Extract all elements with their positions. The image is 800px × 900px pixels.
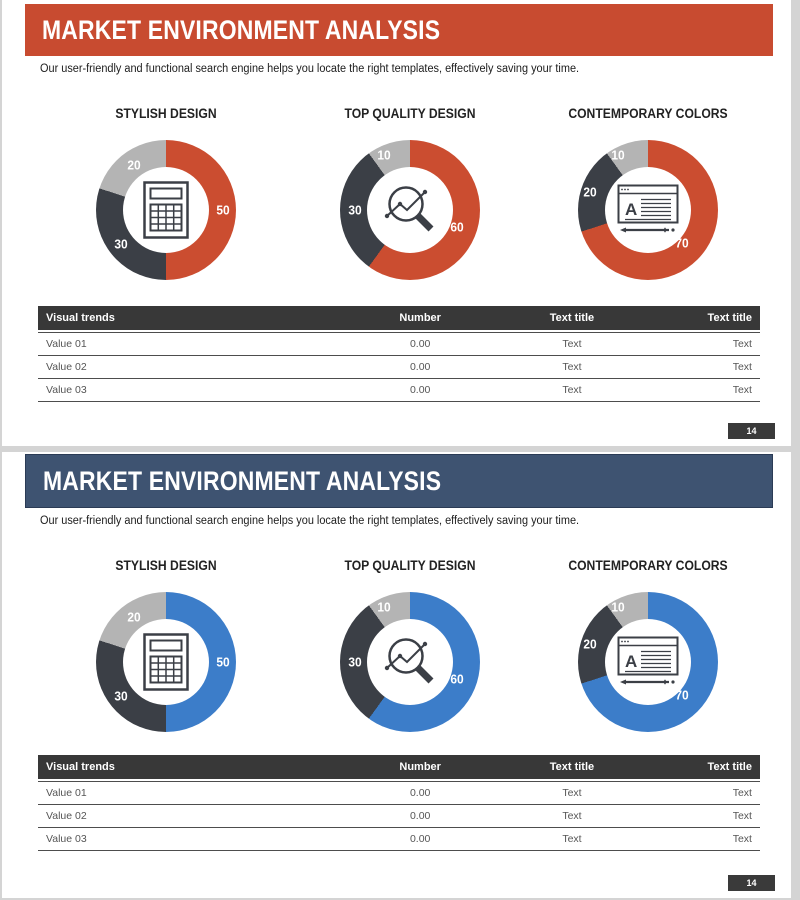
- table-cell: 0.00: [409, 810, 431, 822]
- chart-title: CONTEMPORARY COLORS: [568, 106, 728, 121]
- donut-ring: 60 30 10: [340, 592, 480, 732]
- chart-title: STYLISH DESIGN: [115, 106, 217, 121]
- table-cell: Text: [732, 384, 752, 396]
- table-header-cell: Text title: [707, 761, 752, 773]
- header-band: MARKET ENVIRONMENT ANALYSIS: [25, 4, 773, 56]
- svg-text:A: A: [625, 652, 637, 671]
- table-cell: Text: [732, 810, 752, 822]
- segment-label: 30: [348, 202, 362, 218]
- table-row: Value 01 0.00 Text Text: [38, 332, 760, 355]
- magnifier-chart-icon: [340, 140, 480, 280]
- segment-label: 20: [583, 184, 597, 200]
- table-header-cell: Text title: [549, 312, 595, 324]
- donut-ring: A 70 20 10: [578, 140, 718, 280]
- chart-title: STYLISH DESIGN: [115, 558, 217, 573]
- table-cell: Text: [562, 361, 582, 373]
- page-number-badge: 14: [728, 423, 775, 439]
- table-cell: Text: [562, 384, 582, 396]
- table-body: Value 01 0.00 Text Text Value 02 0.00 Te…: [38, 332, 760, 402]
- donut-chart-contemporary-colors: CONTEMPORARY COLORS A 70 20 10: [548, 558, 748, 732]
- segment-label: 30: [114, 236, 128, 252]
- table-cell: Text: [732, 338, 752, 350]
- segment-label: 10: [611, 599, 625, 615]
- table-cell: Value 01: [46, 338, 87, 350]
- segment-label: 70: [675, 235, 689, 251]
- table-header-row: Visual trends Number Text title Text tit…: [38, 306, 760, 330]
- table-header-cell: Number: [399, 761, 441, 773]
- donut-ring: 60 30 10: [340, 140, 480, 280]
- segment-label: 30: [348, 654, 362, 670]
- donut-ring: 50 30 20: [96, 592, 236, 732]
- table-cell: 0.00: [409, 338, 431, 350]
- table-cell: Text: [732, 833, 752, 845]
- donut-ring: A 70 20 10: [578, 592, 718, 732]
- segment-label: 20: [127, 157, 141, 173]
- chart-title: CONTEMPORARY COLORS: [568, 558, 728, 573]
- donut-chart-stylish-design: STYLISH DESIGN 50 30 20: [66, 558, 266, 732]
- svg-text:A: A: [625, 200, 637, 219]
- table-cell: Value 03: [46, 384, 87, 396]
- subtitle-text: Our user-friendly and functional search …: [40, 515, 580, 527]
- magnifier-chart-icon: [340, 592, 480, 732]
- table-row: Value 02 0.00 Text Text: [38, 355, 760, 378]
- table-cell: Text: [562, 833, 582, 845]
- segment-label: 20: [127, 609, 141, 625]
- data-table: Visual trends Number Text title Text tit…: [38, 306, 760, 402]
- slide-preview-blue[interactable]: MARKET ENVIRONMENT ANALYSIS Our user-fri…: [2, 452, 791, 898]
- table-header-row: Visual trends Number Text title Text tit…: [38, 755, 760, 779]
- donut-chart-stylish-design: STYLISH DESIGN 50 30 20: [66, 106, 266, 280]
- table-cell: Text: [732, 787, 752, 799]
- table-row: Value 02 0.00 Text Text: [38, 804, 760, 827]
- segment-label: 10: [377, 599, 391, 615]
- calculator-icon: [96, 140, 236, 280]
- page-number-badge: 14: [728, 875, 775, 891]
- header-band: MARKET ENVIRONMENT ANALYSIS: [25, 454, 773, 508]
- table-cell: 0.00: [409, 384, 431, 396]
- chart-title: TOP QUALITY DESIGN: [344, 558, 476, 573]
- page-title: MARKET ENVIRONMENT ANALYSIS: [43, 465, 442, 496]
- table-cell: Text: [562, 338, 582, 350]
- table-row: Value 03 0.00 Text Text: [38, 827, 760, 850]
- donut-chart-top-quality-design: TOP QUALITY DESIGN 60 30 10: [310, 106, 510, 280]
- donut-chart-top-quality-design: TOP QUALITY DESIGN 60 30 10: [310, 558, 510, 732]
- table-cell: 0.00: [409, 361, 431, 373]
- segment-label: 20: [583, 636, 597, 652]
- table-cell: Text: [562, 810, 582, 822]
- table-header-cell: Visual trends: [46, 761, 115, 773]
- chart-title: TOP QUALITY DESIGN: [344, 106, 476, 121]
- segment-label: 30: [114, 688, 128, 704]
- table-header-cell: Text title: [707, 312, 752, 324]
- slide-preview-red[interactable]: MARKET ENVIRONMENT ANALYSIS Our user-fri…: [2, 0, 791, 446]
- table-row: Value 03 0.00 Text Text: [38, 378, 760, 401]
- table-cell: Text: [562, 787, 582, 799]
- calculator-icon: [96, 592, 236, 732]
- browser-document-icon: A: [578, 592, 718, 732]
- table-header-cell: Text title: [549, 761, 595, 773]
- segment-label: 10: [611, 147, 625, 163]
- table-cell: Value 01: [46, 787, 87, 799]
- page-title: MARKET ENVIRONMENT ANALYSIS: [42, 14, 441, 45]
- table-cell: 0.00: [409, 833, 431, 845]
- table-row: Value 01 0.00 Text Text: [38, 781, 760, 804]
- table-header-cell: Visual trends: [46, 312, 115, 324]
- subtitle-text: Our user-friendly and functional search …: [40, 63, 580, 75]
- donut-ring: 50 30 20: [96, 140, 236, 280]
- table-body: Value 01 0.00 Text Text Value 02 0.00 Te…: [38, 781, 760, 851]
- table-header-cell: Number: [399, 312, 441, 324]
- table-cell: Value 02: [46, 810, 87, 822]
- segment-label: 60: [450, 219, 464, 235]
- segment-label: 70: [675, 687, 689, 703]
- segment-label: 10: [377, 147, 391, 163]
- table-cell: Value 03: [46, 833, 87, 845]
- segment-label: 50: [216, 202, 230, 218]
- browser-document-icon: A: [578, 140, 718, 280]
- donut-chart-contemporary-colors: CONTEMPORARY COLORS A 70 20 10: [548, 106, 748, 280]
- table-cell: Text: [732, 361, 752, 373]
- segment-label: 60: [450, 671, 464, 687]
- segment-label: 50: [216, 654, 230, 670]
- table-cell: Value 02: [46, 361, 87, 373]
- table-cell: 0.00: [409, 787, 431, 799]
- data-table: Visual trends Number Text title Text tit…: [38, 755, 760, 851]
